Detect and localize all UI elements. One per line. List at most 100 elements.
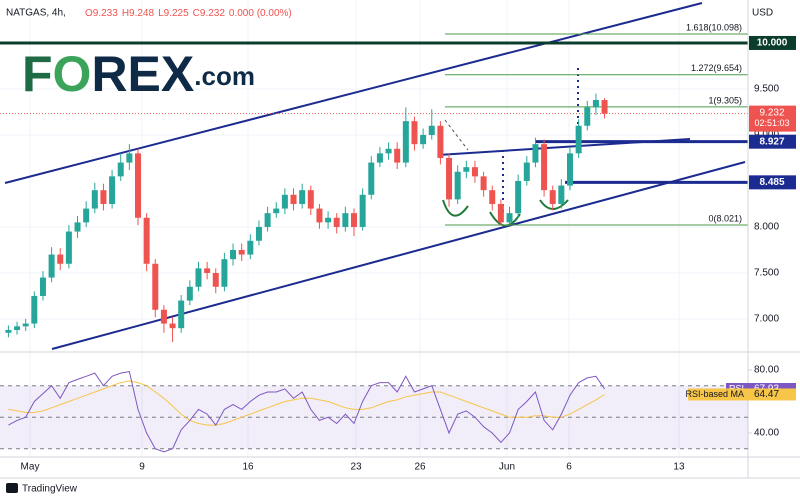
candle-body — [515, 180, 522, 214]
currency: USD — [752, 8, 773, 19]
candle-body — [333, 217, 340, 227]
x-tick-label: 23 — [350, 462, 362, 473]
price-tag — [749, 35, 796, 50]
candle-body — [368, 162, 375, 195]
candle-body — [230, 249, 237, 260]
fib-label: 1(9.305) — [708, 95, 742, 105]
candle-body — [39, 277, 46, 296]
logo: FOREX.com — [22, 46, 255, 102]
y-tick-label: 7.500 — [754, 268, 779, 279]
candle-body — [57, 254, 64, 264]
candle-body — [238, 249, 245, 255]
candle-body — [566, 153, 573, 186]
candle-body — [31, 295, 38, 324]
candles — [5, 93, 608, 342]
rsi-ma-line — [8, 380, 605, 426]
candle-body — [169, 323, 176, 329]
x-tick-label: Jun — [499, 462, 515, 473]
levels: 1.618(10.098) 1.272(9.654) 1(9.305) 0(8.021… — [0, 22, 748, 226]
candle-body — [506, 213, 513, 223]
candle-body — [549, 190, 556, 204]
rsi-background — [0, 385, 748, 449]
candle-body — [48, 254, 55, 278]
x-tick-label: 16 — [242, 462, 254, 473]
x-tick-label: 6 — [566, 462, 572, 473]
rsi-name: RSI — [729, 383, 744, 393]
candle-body — [532, 144, 539, 163]
candle-body — [212, 272, 219, 287]
candle-body — [299, 190, 306, 204]
candle-body — [160, 309, 167, 324]
candle-body — [204, 268, 211, 273]
candle-body — [247, 240, 254, 255]
candle-body — [428, 125, 435, 135]
price-tag — [749, 175, 796, 190]
candle-body — [307, 190, 314, 209]
countdown: 02:51:03 — [754, 118, 789, 128]
candle-body — [126, 153, 133, 163]
candle-body — [446, 157, 453, 200]
x-tick-label: May — [21, 462, 40, 473]
ohlc-value: C9.232 — [193, 8, 226, 19]
candle-body — [273, 208, 280, 214]
candle-body — [394, 148, 401, 163]
ohlc-value: L9.225 — [158, 8, 189, 19]
channel-bottom — [51, 161, 746, 350]
candle-body — [316, 208, 323, 223]
grid — [0, 0, 748, 457]
cup-arc — [442, 199, 469, 217]
candle-body — [497, 203, 504, 223]
candle-body — [558, 185, 565, 204]
fib-label: 0(8.021) — [708, 213, 742, 223]
last-price-tag — [749, 105, 796, 132]
y-tick-label: 9.500 — [754, 84, 779, 95]
price-tag — [749, 134, 796, 149]
candle-body — [65, 231, 72, 264]
x-tick-label: 9 — [139, 462, 145, 473]
candle-body — [575, 125, 582, 154]
logo-rex: REX — [91, 46, 194, 102]
rsi-tick-label: 80.00 — [754, 365, 779, 376]
candle-body — [480, 176, 487, 191]
tv-icon — [6, 483, 18, 493]
logo-f: F — [22, 46, 53, 102]
candle-body — [601, 100, 608, 114]
candle-body — [325, 217, 332, 223]
candle-body — [135, 153, 142, 218]
rsi-line — [8, 371, 606, 453]
ohlc-value: O9.233 — [85, 8, 118, 19]
candle-body — [420, 134, 427, 145]
candle-body — [290, 194, 297, 204]
candle-body — [83, 208, 90, 223]
candle-body — [437, 125, 444, 158]
candle-body — [178, 300, 185, 329]
ohlc-value: H9.248 — [122, 8, 155, 19]
candle-body — [264, 213, 271, 227]
candle-body — [584, 107, 591, 126]
channel-top — [4, 2, 703, 184]
candle-body — [342, 213, 349, 227]
candle-body — [22, 323, 29, 327]
footer: TradingView — [22, 484, 78, 495]
y-tick-label: 8.000 — [754, 222, 779, 233]
candle-body — [523, 162, 530, 181]
ohlc-header: O9.233 H9.248 L9.225 C9.232 0.000 (0.00%) — [85, 8, 292, 19]
rsi-ma-value: 64.47 — [754, 389, 779, 400]
symbol: NATGAS, 4h, — [6, 8, 66, 19]
rsi-ma-tag — [688, 388, 796, 401]
rsi-ma-name: RSI-based MA — [685, 389, 744, 399]
candle-body — [411, 121, 418, 145]
candle-body — [74, 222, 81, 232]
fib-label: 1.272(9.654) — [691, 63, 742, 73]
candle-body — [255, 226, 262, 241]
candle-body — [143, 217, 150, 264]
logo-o: O — [53, 46, 92, 102]
candle-body — [376, 153, 383, 163]
price-tag-label: 8.485 — [759, 177, 784, 188]
dashed-line — [444, 119, 469, 151]
candle-body — [14, 326, 21, 331]
candle-body — [489, 190, 496, 204]
candle-body — [5, 330, 12, 333]
